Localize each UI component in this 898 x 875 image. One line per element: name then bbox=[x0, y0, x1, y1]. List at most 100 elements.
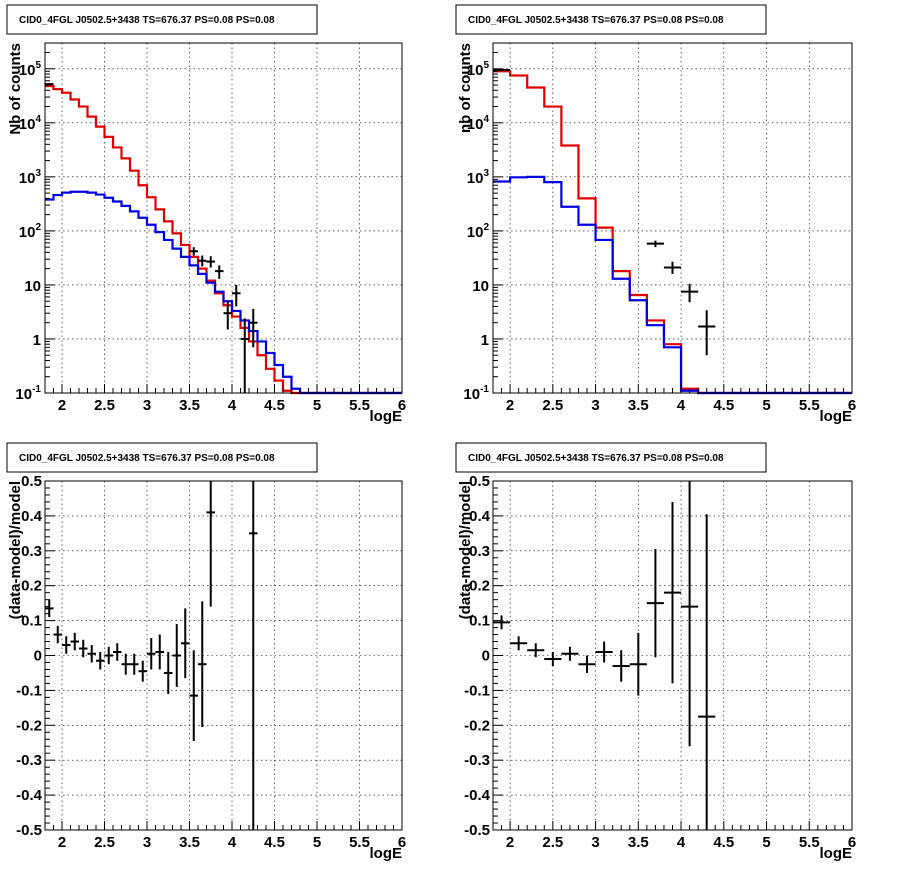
model-histogram-blue bbox=[493, 175, 852, 395]
y-tick-label: 103 bbox=[467, 168, 490, 187]
data-point bbox=[53, 625, 62, 644]
x-tick-label: 4.5 bbox=[264, 834, 285, 851]
y-tick-label: 10-1 bbox=[15, 384, 41, 403]
model-histogram-red bbox=[493, 70, 852, 395]
x-tick-label: 5 bbox=[762, 834, 770, 851]
x-tick-label: 4.5 bbox=[713, 397, 734, 414]
chart-panel-4: CID0_4FGL J0502.5+3438 TS=676.37 PS=0.08… bbox=[455, 442, 856, 862]
data-point bbox=[104, 646, 113, 665]
data-point bbox=[249, 308, 258, 348]
x-axis-title: logE bbox=[820, 408, 853, 425]
y-tick-label: 0.1 bbox=[469, 613, 490, 630]
y-tick-label: -0.4 bbox=[16, 787, 43, 804]
y-tick-label: -0.5 bbox=[16, 822, 42, 839]
y-tick-label: 105 bbox=[19, 60, 42, 79]
x-tick-label: 3 bbox=[143, 834, 151, 851]
x-tick-label: 2.5 bbox=[542, 834, 563, 851]
model-histogram-red bbox=[45, 84, 402, 395]
x-tick-label: 2.5 bbox=[94, 397, 115, 414]
y-tick-label: -0.1 bbox=[464, 682, 490, 699]
panel-title: CID0_4FGL J0502.5+3438 TS=676.37 PS=0.08… bbox=[19, 453, 275, 464]
y-tick-label: 0.5 bbox=[469, 473, 490, 490]
data-point bbox=[698, 310, 716, 356]
y-tick-label: -0.2 bbox=[16, 717, 42, 734]
data-point bbox=[147, 638, 156, 670]
panel-title: CID0_4FGL J0502.5+3438 TS=676.37 PS=0.08… bbox=[468, 453, 724, 464]
panel-title-frame bbox=[6, 442, 318, 473]
x-tick-label: 6 bbox=[398, 834, 406, 851]
x-tick-label: 2 bbox=[58, 834, 66, 851]
chart-panel-1: CID0_4FGL J0502.5+3438 TS=676.37 PS=0.08… bbox=[6, 4, 406, 425]
x-tick-label: 3.5 bbox=[179, 397, 200, 414]
y-tick-label: -0.3 bbox=[464, 752, 490, 769]
data-point bbox=[663, 261, 682, 274]
y-tick-label: -0.3 bbox=[16, 752, 42, 769]
x-tick-label: 4 bbox=[228, 397, 237, 414]
data-point bbox=[493, 615, 511, 630]
data-point bbox=[215, 265, 224, 279]
y-axis-title: Nb of counts bbox=[7, 43, 24, 135]
x-axis-title: logE bbox=[820, 845, 853, 862]
data-point bbox=[698, 514, 716, 830]
plot-frame bbox=[44, 480, 403, 831]
y-tick-label: 105 bbox=[467, 60, 490, 79]
y-tick-label: 0 bbox=[482, 648, 490, 665]
data-point bbox=[155, 634, 164, 670]
data-point bbox=[206, 256, 215, 268]
x-tick-label: 5 bbox=[313, 397, 321, 414]
y-tick-label: 0.2 bbox=[469, 578, 490, 595]
y-tick-label: 1 bbox=[481, 332, 489, 349]
data-point bbox=[198, 255, 207, 267]
data-point bbox=[646, 549, 664, 658]
x-tick-label: 5.5 bbox=[349, 834, 370, 851]
data-point bbox=[206, 481, 215, 607]
data-point bbox=[138, 660, 147, 682]
x-tick-label: 3 bbox=[591, 397, 599, 414]
data-point bbox=[62, 636, 71, 654]
data-point bbox=[493, 68, 511, 71]
x-tick-label: 3.5 bbox=[628, 397, 649, 414]
x-tick-label: 2 bbox=[506, 397, 514, 414]
x-tick-label: 4 bbox=[228, 834, 237, 851]
data-point bbox=[612, 650, 630, 682]
y-axis-title: (data-model)/model bbox=[7, 481, 24, 619]
panel-title: CID0_4FGL J0502.5+3438 TS=676.37 PS=0.08… bbox=[19, 15, 275, 26]
panel-title-frame bbox=[455, 442, 767, 473]
x-tick-label: 3.5 bbox=[179, 834, 200, 851]
chart-panel-2: CID0_4FGL J0502.5+3438 TS=676.37 PS=0.08… bbox=[455, 4, 856, 425]
data-point bbox=[646, 240, 664, 248]
y-tick-label: -0.5 bbox=[464, 822, 490, 839]
y-tick-label: 0.4 bbox=[469, 508, 491, 525]
y-tick-label: -0.4 bbox=[464, 787, 491, 804]
x-tick-label: 5.5 bbox=[799, 397, 820, 414]
data-point bbox=[249, 481, 258, 830]
panel-title-frame bbox=[455, 4, 767, 35]
x-tick-label: 6 bbox=[848, 834, 856, 851]
panel-title: CID0_4FGL J0502.5+3438 TS=676.37 PS=0.08… bbox=[468, 15, 724, 26]
data-point bbox=[87, 645, 96, 663]
y-tick-label: 104 bbox=[19, 114, 42, 133]
x-tick-label: 2.5 bbox=[542, 397, 563, 414]
data-point bbox=[189, 247, 198, 256]
data-point bbox=[164, 652, 173, 694]
data-point bbox=[681, 283, 699, 303]
y-tick-label: 102 bbox=[19, 222, 42, 241]
data-point bbox=[578, 655, 596, 673]
data-point bbox=[172, 624, 181, 687]
y-tick-label: 10 bbox=[24, 278, 41, 295]
data-point bbox=[130, 653, 139, 675]
x-tick-label: 4 bbox=[677, 834, 686, 851]
data-point bbox=[70, 632, 79, 651]
y-tick-label: 0.5 bbox=[21, 473, 42, 490]
data-point bbox=[189, 650, 198, 742]
model-histogram-blue bbox=[45, 190, 402, 395]
y-tick-label: 0.1 bbox=[21, 613, 42, 630]
x-tick-label: 2 bbox=[506, 834, 514, 851]
x-tick-label: 3 bbox=[143, 397, 151, 414]
y-tick-label: 10-1 bbox=[463, 384, 489, 403]
data-point bbox=[629, 632, 647, 696]
y-tick-label: 0.3 bbox=[469, 543, 490, 560]
x-tick-label: 4.5 bbox=[264, 397, 285, 414]
y-axis-title: (data-model)/model bbox=[457, 481, 474, 619]
